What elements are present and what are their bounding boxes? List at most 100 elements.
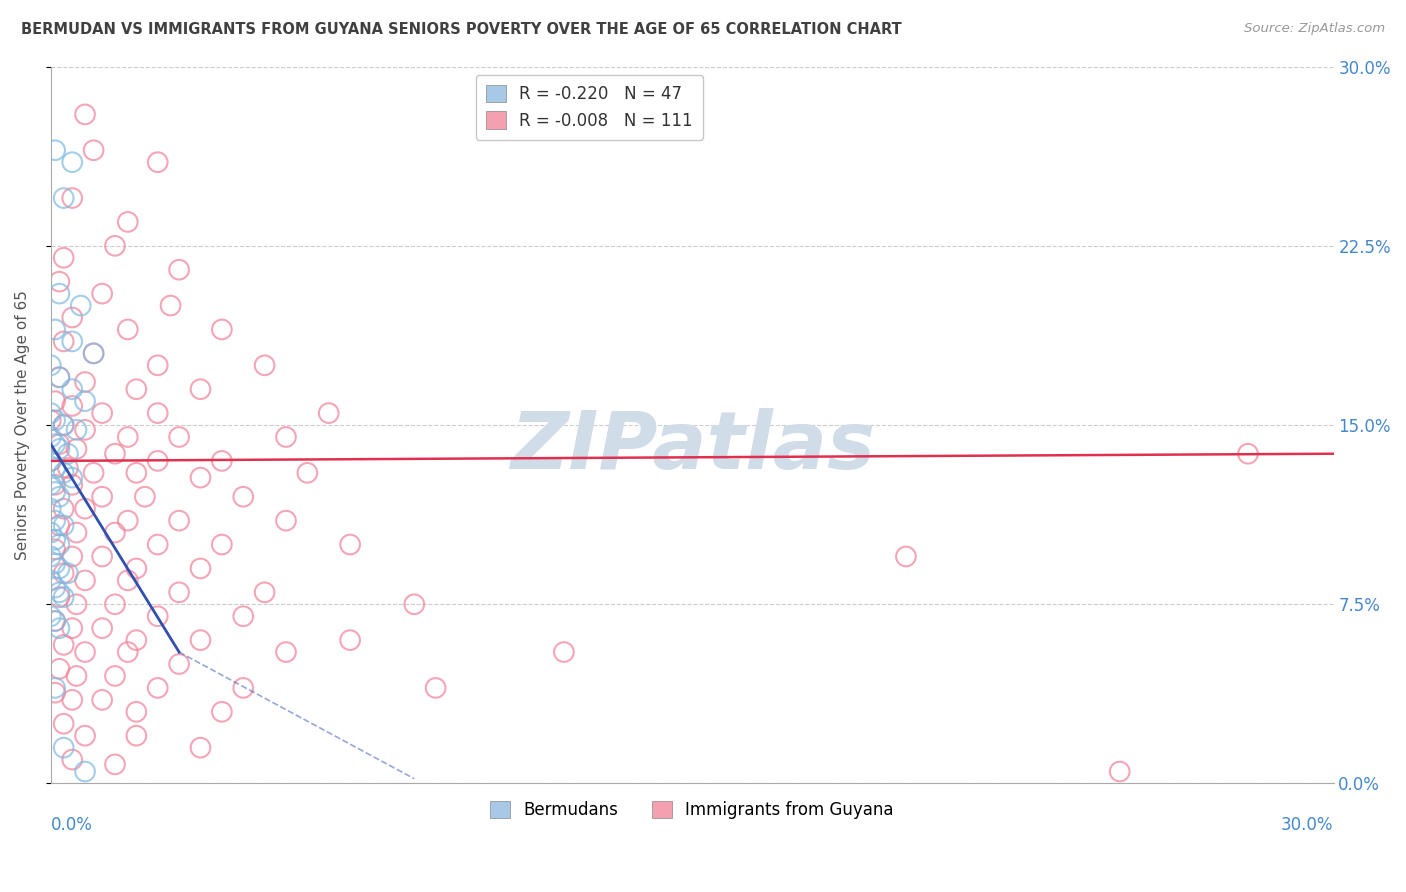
Point <box>104 669 127 683</box>
Point <box>52 638 75 652</box>
Point <box>104 597 127 611</box>
Point <box>125 561 148 575</box>
Point <box>125 466 148 480</box>
Point <box>274 645 297 659</box>
Point <box>48 662 70 676</box>
Point <box>48 275 70 289</box>
Point <box>274 514 297 528</box>
Point <box>48 370 70 384</box>
Point <box>211 705 233 719</box>
Point <box>83 143 105 157</box>
Point <box>65 442 87 456</box>
Point <box>73 375 96 389</box>
Point <box>44 681 66 695</box>
Point <box>52 418 75 433</box>
Point <box>117 322 139 336</box>
Point <box>83 346 105 360</box>
Point <box>44 485 66 500</box>
Point <box>894 549 917 564</box>
Point <box>339 633 361 648</box>
Point <box>44 514 66 528</box>
Point <box>48 442 70 456</box>
Point <box>52 501 75 516</box>
Point <box>56 566 79 581</box>
Point <box>60 753 83 767</box>
Point <box>167 585 190 599</box>
Point <box>60 382 83 396</box>
Point <box>73 574 96 588</box>
Point <box>56 461 79 475</box>
Point <box>91 549 114 564</box>
Point <box>65 597 87 611</box>
Point <box>48 590 70 604</box>
Point <box>60 477 83 491</box>
Point <box>48 286 70 301</box>
Point <box>190 633 212 648</box>
Point <box>339 537 361 551</box>
Point <box>91 621 114 635</box>
Point <box>117 430 139 444</box>
Text: ZIPatlas: ZIPatlas <box>509 408 875 485</box>
Point <box>73 501 96 516</box>
Point <box>39 609 62 624</box>
Point <box>44 461 66 475</box>
Point <box>73 394 96 409</box>
Point <box>48 370 70 384</box>
Point <box>52 418 75 433</box>
Text: Source: ZipAtlas.com: Source: ZipAtlas.com <box>1244 22 1385 36</box>
Point <box>44 322 66 336</box>
Point <box>48 621 70 635</box>
Point <box>44 413 66 427</box>
Point <box>52 251 75 265</box>
Point <box>125 382 148 396</box>
Point <box>52 566 75 581</box>
Point <box>39 549 62 564</box>
Point <box>83 346 105 360</box>
Point <box>44 581 66 595</box>
Point <box>65 525 87 540</box>
Point <box>104 447 127 461</box>
Point <box>167 430 190 444</box>
Point <box>73 729 96 743</box>
Point <box>211 322 233 336</box>
Point <box>117 215 139 229</box>
Point <box>48 585 70 599</box>
Point <box>117 574 139 588</box>
Point <box>69 299 91 313</box>
Point <box>60 310 83 325</box>
Point <box>146 609 169 624</box>
Point <box>60 693 83 707</box>
Point <box>52 191 75 205</box>
Point <box>60 621 83 635</box>
Point <box>60 191 83 205</box>
Point <box>60 549 83 564</box>
Point <box>73 764 96 779</box>
Point <box>65 423 87 437</box>
Point <box>52 518 75 533</box>
Point <box>39 477 62 491</box>
Point <box>190 561 212 575</box>
Point <box>91 490 114 504</box>
Point <box>91 286 114 301</box>
Point <box>159 299 181 313</box>
Point <box>91 693 114 707</box>
Point <box>232 609 254 624</box>
Point <box>104 525 127 540</box>
Point <box>167 514 190 528</box>
Point <box>39 525 62 540</box>
Point <box>167 262 190 277</box>
Point <box>44 542 66 557</box>
Point <box>39 574 62 588</box>
Legend: Bermudans, Immigrants from Guyana: Bermudans, Immigrants from Guyana <box>484 794 900 825</box>
Point <box>1108 764 1130 779</box>
Point <box>52 740 75 755</box>
Point <box>146 537 169 551</box>
Point <box>48 437 70 451</box>
Point <box>44 394 66 409</box>
Point <box>232 681 254 695</box>
Point <box>48 490 70 504</box>
Point <box>60 399 83 413</box>
Point <box>39 454 62 468</box>
Point <box>1237 447 1260 461</box>
Point <box>104 757 127 772</box>
